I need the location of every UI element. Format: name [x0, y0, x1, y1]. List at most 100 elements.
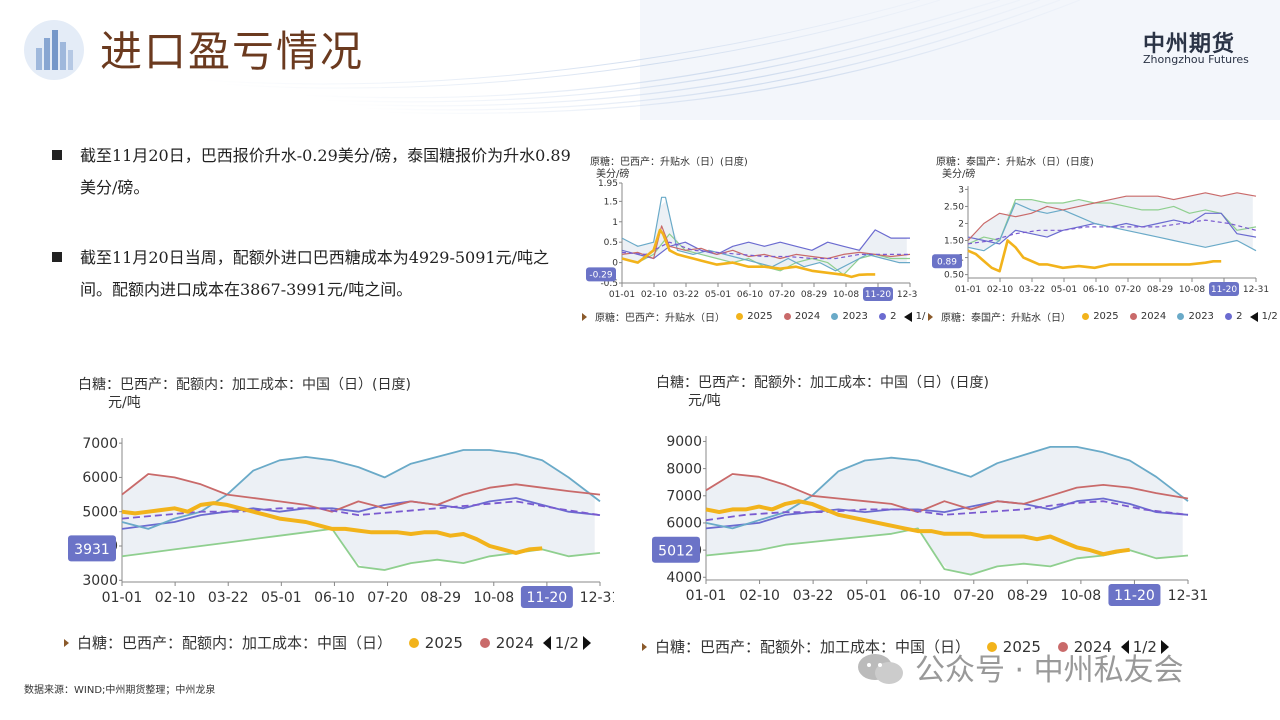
chart-legend: 白糖：巴西产：配额内：加工成本：中国（日） 2025 2024 1/2: [64, 632, 595, 653]
legend-prev-icon[interactable]: [542, 635, 551, 650]
legend-dot-2025: [736, 313, 744, 320]
chart-plot: 40005000600070008000900001-0102-1003-220…: [652, 434, 1208, 606]
series-line-avg: [967, 219, 1257, 245]
chart-outquota-cost: 白糖：巴西产：配额外：加工成本：中国（日）(日度) 元/吨 4000500060…: [640, 366, 1214, 664]
chart-legend: 白糖：巴西产：配额外：加工成本：中国（日） 2025 2024 1/2: [642, 636, 1173, 657]
y-tick-label: 4000: [666, 570, 702, 586]
wechat-icon: [858, 654, 903, 684]
x-tick-label: 08-29: [420, 590, 461, 606]
legend-dot-2025: [986, 641, 997, 652]
x-tick-label: 12-31: [897, 290, 918, 300]
current-value-label: 5012: [658, 544, 694, 560]
chart-inquota-cost: 白糖：巴西产：配额内：加工成本：中国（日）(日度) 元/吨 3000400050…: [62, 366, 614, 664]
legend-prev-icon[interactable]: [1120, 639, 1129, 654]
y-tick-label: 7000: [666, 488, 702, 504]
chart-brazil-premium: 原糖：巴西产：升贴水（日）(日度) 美分/磅 -0.5 0 0.5 1 1.5 1.95 0…: [580, 148, 944, 330]
x-tick-label: 02-10: [641, 290, 667, 300]
x-tick-label: 06-10: [737, 290, 763, 300]
x-tick-label: 02-10: [155, 590, 196, 606]
x-tick-label-highlight: 11-20: [527, 590, 568, 606]
series-line-2023: [621, 196, 910, 272]
y-tick-label: 6000: [82, 470, 118, 486]
x-tick-label: 05-01: [705, 290, 731, 300]
x-tick-label: 05-01: [261, 590, 302, 606]
x-highlight-badge: [1209, 282, 1239, 296]
current-value-badge: [932, 254, 962, 269]
page-title: 进口盈亏情况: [100, 27, 365, 76]
legend-prev-icon[interactable]: [1249, 311, 1258, 322]
current-value-label: 3931: [74, 542, 110, 558]
current-value-badge: [586, 267, 616, 282]
y-tick-label: 0: [612, 259, 618, 269]
bullet-square-icon: [52, 150, 62, 160]
series-line-2024: [967, 192, 1257, 241]
y-tick-label: 1.5: [604, 197, 618, 207]
legend-dot-2023: [1177, 313, 1185, 320]
x-highlight-badge: [863, 287, 893, 301]
x-tick-label: 07-20: [367, 590, 408, 606]
series-line-2025: [621, 228, 876, 279]
account-watermark: 公众号 · 中州私友会: [915, 653, 1184, 688]
company-logo-en: Zhongzhou Futures: [1143, 53, 1249, 66]
series-line-2024: [621, 225, 911, 260]
x-tick-label: 03-22: [1019, 285, 1045, 295]
y-tick-label: 1.95: [598, 179, 618, 189]
y-tick-label: 2: [958, 219, 964, 229]
chart-unit: 元/吨: [108, 395, 141, 411]
x-tick-label: 07-20: [1115, 285, 1141, 295]
chart-plot: 3000400050006000700001-0102-1003-2205-01…: [68, 436, 614, 608]
y-tick-label: 7000: [82, 436, 118, 452]
legend-marker-icon: [928, 312, 933, 321]
legend-dot-2025: [1082, 313, 1090, 320]
series-line-2025: [705, 499, 1130, 557]
x-highlight-badge: [520, 586, 573, 608]
x-tick-label: 06-10: [900, 588, 941, 604]
x-tick-label: 05-01: [846, 588, 887, 604]
company-logo-cn: 中州期货: [1143, 32, 1236, 57]
chart-unit: 美分/磅: [596, 169, 630, 180]
legend-prev-icon[interactable]: [903, 311, 912, 322]
city-skyline-icon: [24, 20, 84, 80]
x-tick-label: 07-20: [769, 290, 795, 300]
series-line-2025: [121, 501, 543, 555]
series-line-2022: [705, 497, 1189, 530]
y-tick-label: 1: [612, 218, 618, 228]
x-tick-label: 02-10: [987, 285, 1013, 295]
x-tick-label: 08-29: [801, 290, 827, 300]
current-value-badge: [68, 535, 116, 562]
x-tick-label: 06-10: [314, 590, 355, 606]
x-tick-label-highlight: 11-20: [1211, 285, 1237, 295]
x-tick-label: 05-01: [1051, 285, 1077, 295]
y-tick-label: 5000: [82, 504, 118, 520]
x-tick-label: 03-22: [673, 290, 699, 300]
chart-plot: -0.5 0 0.5 1 1.5 1.95 01-01 02-10 03-22 05-01 06-1…: [586, 179, 918, 301]
chart-title: 白糖：巴西产：配额内：加工成本：中国（日）(日度): [78, 377, 411, 393]
x-tick-label: 02-10: [739, 588, 780, 604]
series-line-avg: [121, 500, 601, 520]
x-tick-label: 01-01: [609, 290, 635, 300]
y-tick-label: 2.50: [944, 202, 964, 212]
chart-unit: 元/吨: [688, 393, 721, 409]
y-tick-label: 1.50: [944, 237, 964, 247]
x-tick-label: 12-31: [580, 590, 614, 606]
legend-next-icon[interactable]: [582, 635, 591, 650]
legend-marker-icon: [64, 638, 69, 647]
x-tick-label: 03-22: [793, 588, 834, 604]
x-tick-label-highlight: 11-20: [865, 290, 891, 300]
range-band: [706, 446, 1183, 575]
x-tick-label: 07-20: [953, 588, 994, 604]
legend-marker-icon: [582, 312, 587, 321]
chart-legend: 原糖：巴西产：升贴水（日） 2025 2024 2023 2 1/2: [582, 309, 948, 324]
x-tick-label: 10-08: [833, 290, 859, 300]
legend-next-icon[interactable]: [1160, 639, 1169, 654]
y-tick-label: 3000: [82, 573, 118, 589]
series-line-2025: [967, 239, 1222, 273]
legend-dot-2024: [1129, 313, 1137, 320]
bullet-brazil-thai-premium: 截至11月20日，巴西报价升水-0.29美分/磅，泰国糖报价为升水0.89美分/…: [52, 140, 572, 204]
x-tick-label: 01-01: [102, 590, 143, 606]
series-line-2024: [121, 473, 601, 513]
bullet-import-cost: 截至11月20日当周，配额外进口巴西糖成本为4929-5091元/吨之间。配额内…: [52, 242, 572, 306]
y-tick-label: 9000: [666, 434, 702, 450]
chart-title: 原糖：巴西产：升贴水（日）(日度): [590, 157, 748, 168]
y-tick-label: -0.5: [600, 279, 618, 289]
